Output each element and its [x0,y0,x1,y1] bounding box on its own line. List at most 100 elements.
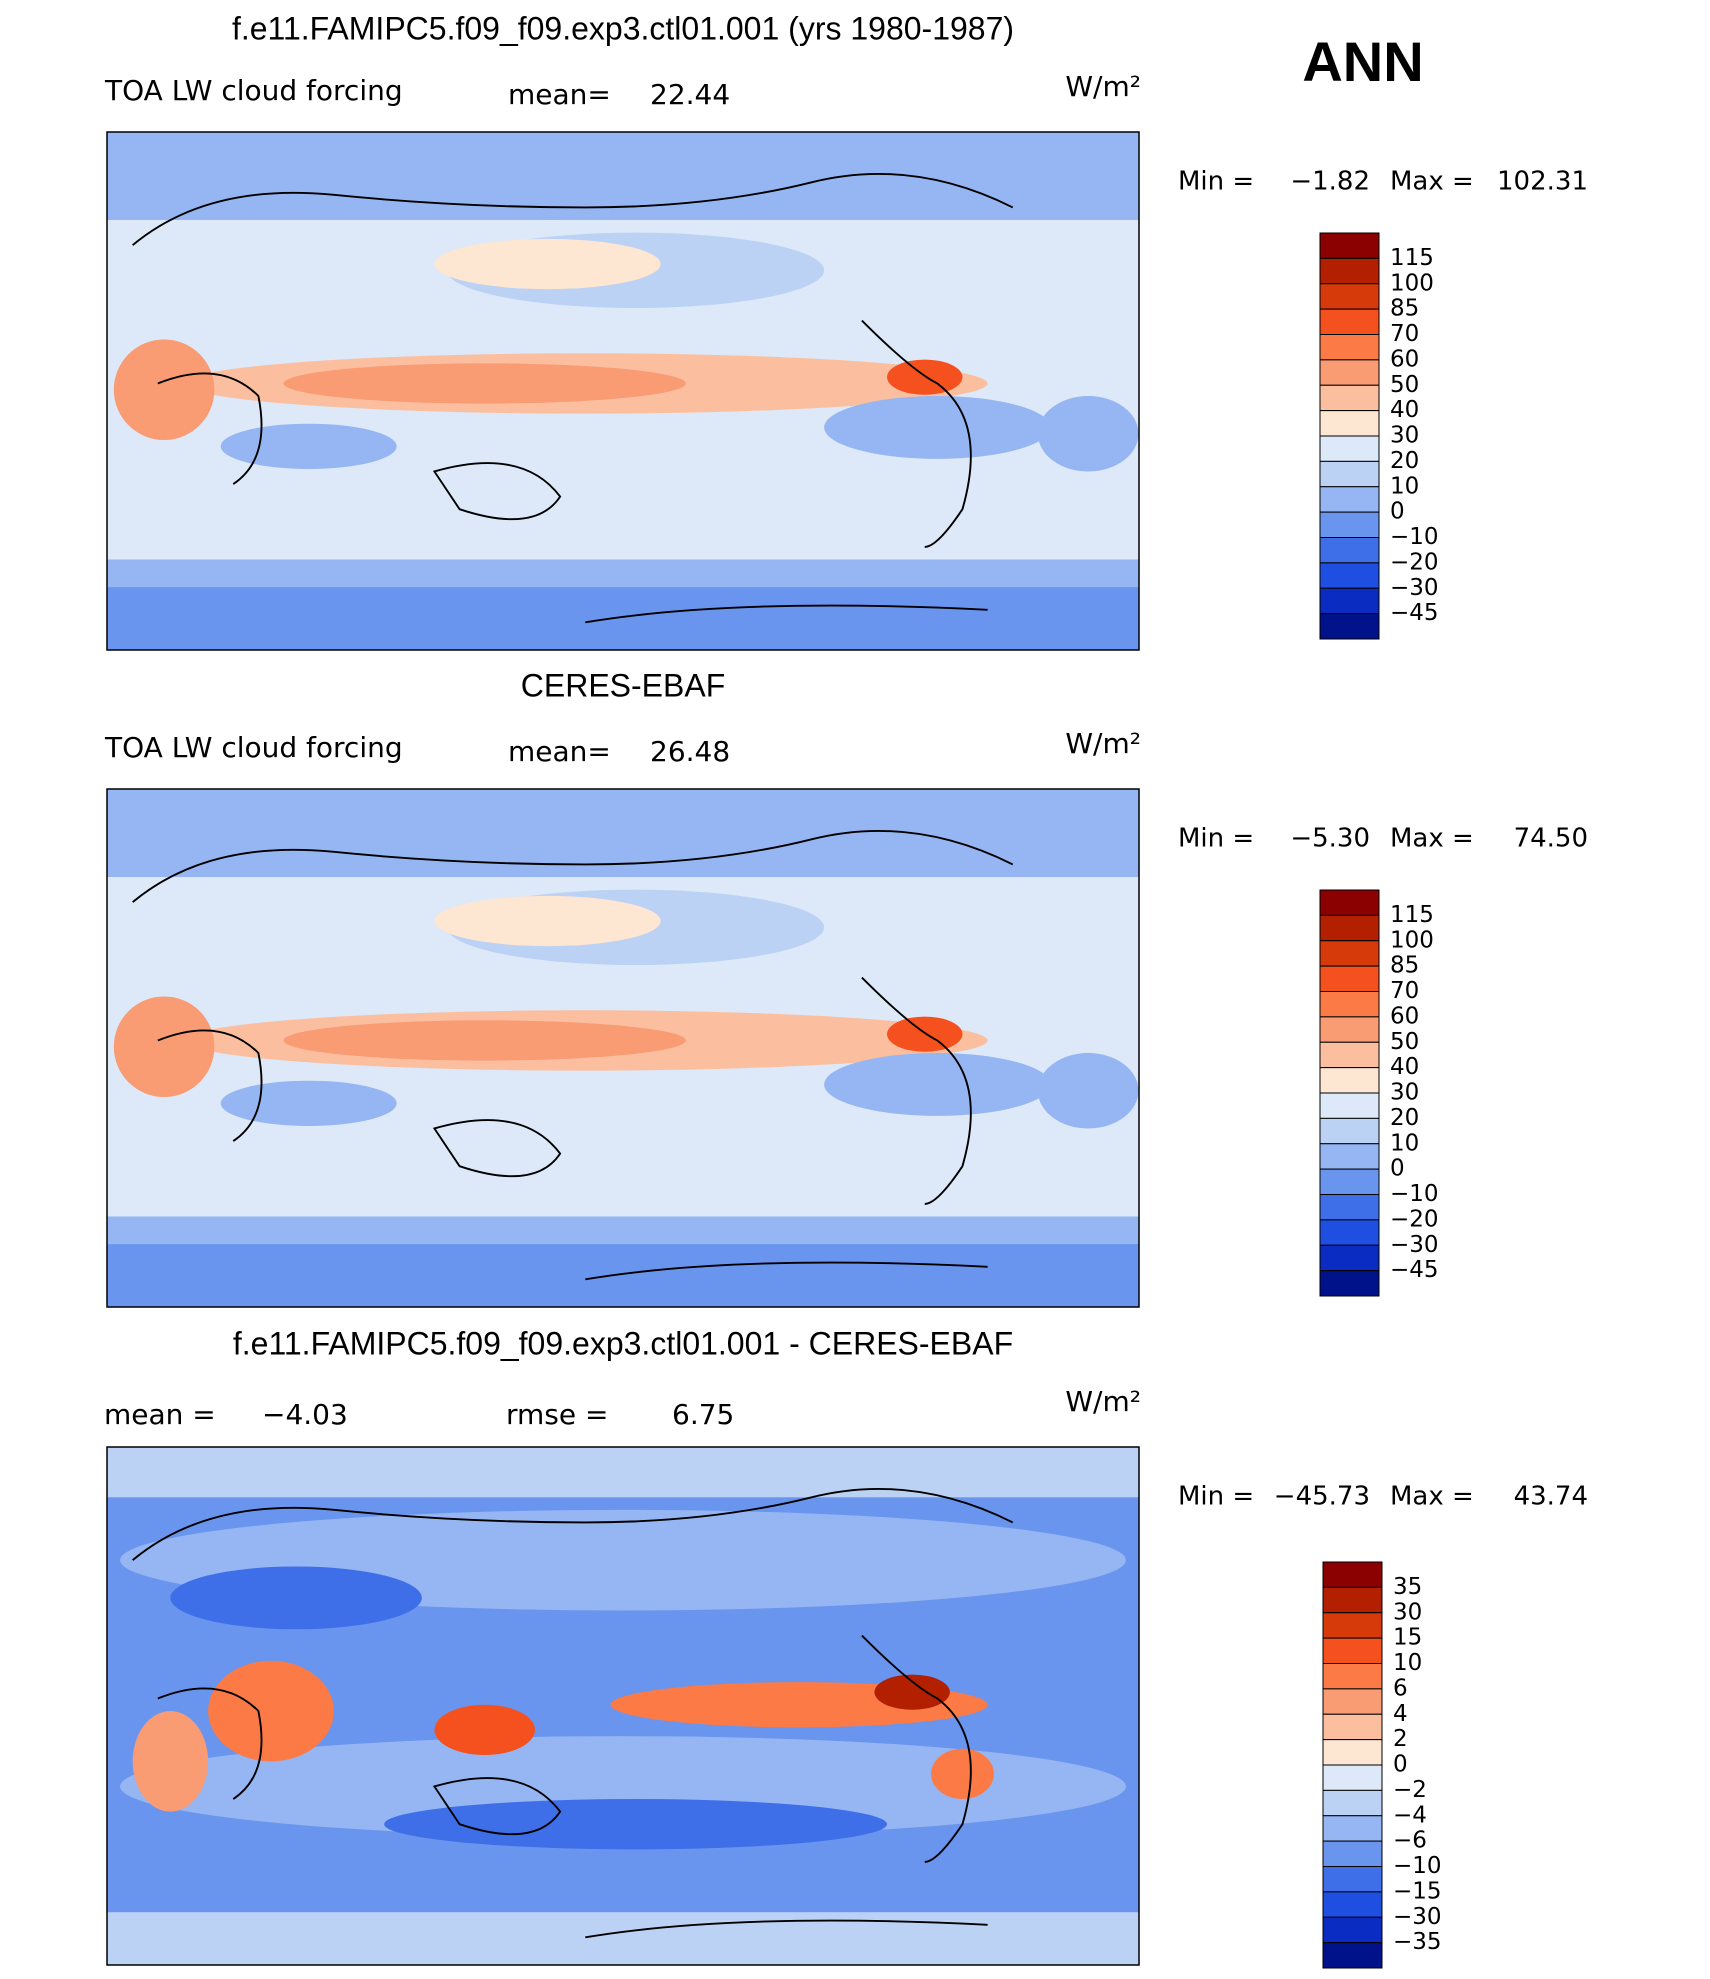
stat-label: mean= [508,78,611,111]
colorbar-label: −10 [1393,1853,1442,1879]
min-label: Min = [1178,824,1254,854]
stat-label: mean = [104,1398,216,1431]
colorbar-box [1322,1916,1383,1944]
colorbar-box [1322,1866,1383,1893]
colorbar-box [1322,1739,1383,1766]
colorbar-label: 100 [1390,927,1434,953]
colorbar-label: −20 [1390,549,1439,575]
max-value: 74.50 [1514,824,1588,854]
colorbar-box [1319,410,1380,437]
colorbar-box [1319,435,1380,462]
colorbar-box [1322,1891,1383,1918]
colorbar-box [1319,1016,1380,1043]
colorbar-box [1322,1713,1383,1741]
max-label: Max = [1390,824,1474,854]
panel-title: f.e11.FAMIPC5.f09_f09.exp3.ctl01.001 (yr… [232,10,1014,46]
colorbar-label: −6 [1393,1828,1427,1854]
colorbar-box [1322,1612,1383,1639]
colorbar-label: 0 [1390,499,1405,525]
colorbar-box [1322,1815,1383,1842]
panel-title: f.e11.FAMIPC5.f09_f09.exp3.ctl01.001 - C… [233,1325,1013,1361]
colorbar-box [1319,1244,1380,1272]
colorbar-box [1319,889,1380,916]
max-label: Max = [1390,167,1474,197]
colorbar-label: −45 [1390,600,1439,626]
colorbar-label: −10 [1390,524,1439,550]
min-label: Min = [1178,167,1254,197]
colorbar-label: 15 [1393,1625,1422,1651]
stat-value: 22.44 [650,78,730,111]
colorbar-label: 0 [1393,1752,1408,1778]
colorbar-label: 60 [1390,1003,1419,1029]
colorbar-box [1319,511,1380,538]
colorbar-label: −30 [1390,1232,1439,1258]
colorbar-box [1319,1117,1380,1145]
colorbar-label: 10 [1393,1650,1422,1676]
colorbar-box [1319,334,1380,361]
colorbar-label: 50 [1390,1029,1419,1055]
colorbar-box [1319,232,1380,259]
min-value: −1.82 [1290,167,1370,197]
colorbar-label: 70 [1390,321,1419,347]
colorbar-label: 10 [1390,1130,1419,1156]
map-frame [106,131,1140,651]
colorbar-box [1319,914,1380,942]
colorbar-label: 85 [1390,296,1419,322]
field-name: TOA LW cloud forcing [104,74,403,107]
colorbar-label: 85 [1390,953,1419,979]
colorbar-box [1319,1270,1380,1297]
colorbar-label: 30 [1393,1599,1422,1625]
colorbar-box [1322,1840,1383,1867]
colorbar-box [1319,991,1380,1018]
colorbar-box [1319,257,1380,285]
colorbar-label: 35 [1393,1574,1422,1600]
colorbar-box [1319,537,1380,564]
colorbar-box [1319,460,1380,488]
colorbar-label: 2 [1393,1726,1408,1752]
colorbar-box [1322,1561,1383,1588]
colorbar-label: −4 [1393,1802,1427,1828]
max-value: 43.74 [1514,1482,1588,1512]
colorbar-label: 6 [1393,1675,1408,1701]
colorbar-box [1319,613,1380,640]
colorbar-label: 115 [1390,245,1434,271]
colorbar-label: 30 [1390,423,1419,449]
stat-value: 6.75 [672,1398,734,1431]
colorbar-box [1319,965,1380,992]
colorbar-box [1319,359,1380,386]
maps [106,131,1140,1966]
colorbar-label: −30 [1393,1904,1442,1930]
colorbar-label: 30 [1390,1080,1419,1106]
colorbar-box [1319,1143,1380,1170]
max-value: 102.31 [1497,167,1588,197]
colorbar-box [1319,1194,1380,1221]
stat-value: −4.03 [262,1398,348,1431]
map [107,789,1139,1307]
colorbar-box [1322,1789,1383,1817]
colorbar-box [1319,1219,1380,1246]
colorbar-label: 40 [1390,1054,1419,1080]
colorbar-label: −20 [1390,1206,1439,1232]
colorbar-box [1319,940,1380,967]
colorbar-label: 10 [1390,473,1419,499]
colorbar-box [1322,1688,1383,1715]
stat-label: mean= [508,735,611,768]
colorbar-box [1319,486,1380,513]
colorbar-box [1319,1041,1380,1069]
colorbar-box [1322,1586,1383,1614]
colorbar-label: 0 [1390,1156,1405,1182]
min-label: Min = [1178,1482,1254,1512]
colorbar-box [1319,1168,1380,1195]
colorbar-label: 4 [1393,1701,1408,1727]
colorbar-label: −10 [1390,1181,1439,1207]
colorbar-box [1322,1663,1383,1690]
map-frame [106,1446,1140,1966]
colorbar-label: −2 [1393,1777,1427,1803]
colorbar-label: 20 [1390,448,1419,474]
colorbar-label: 40 [1390,397,1419,423]
colorbar-label: −30 [1390,575,1439,601]
colorbar-label: 60 [1390,346,1419,372]
colorbar-box [1319,308,1380,335]
units: W/m² [1065,1385,1141,1418]
colorbar-box [1319,283,1380,310]
